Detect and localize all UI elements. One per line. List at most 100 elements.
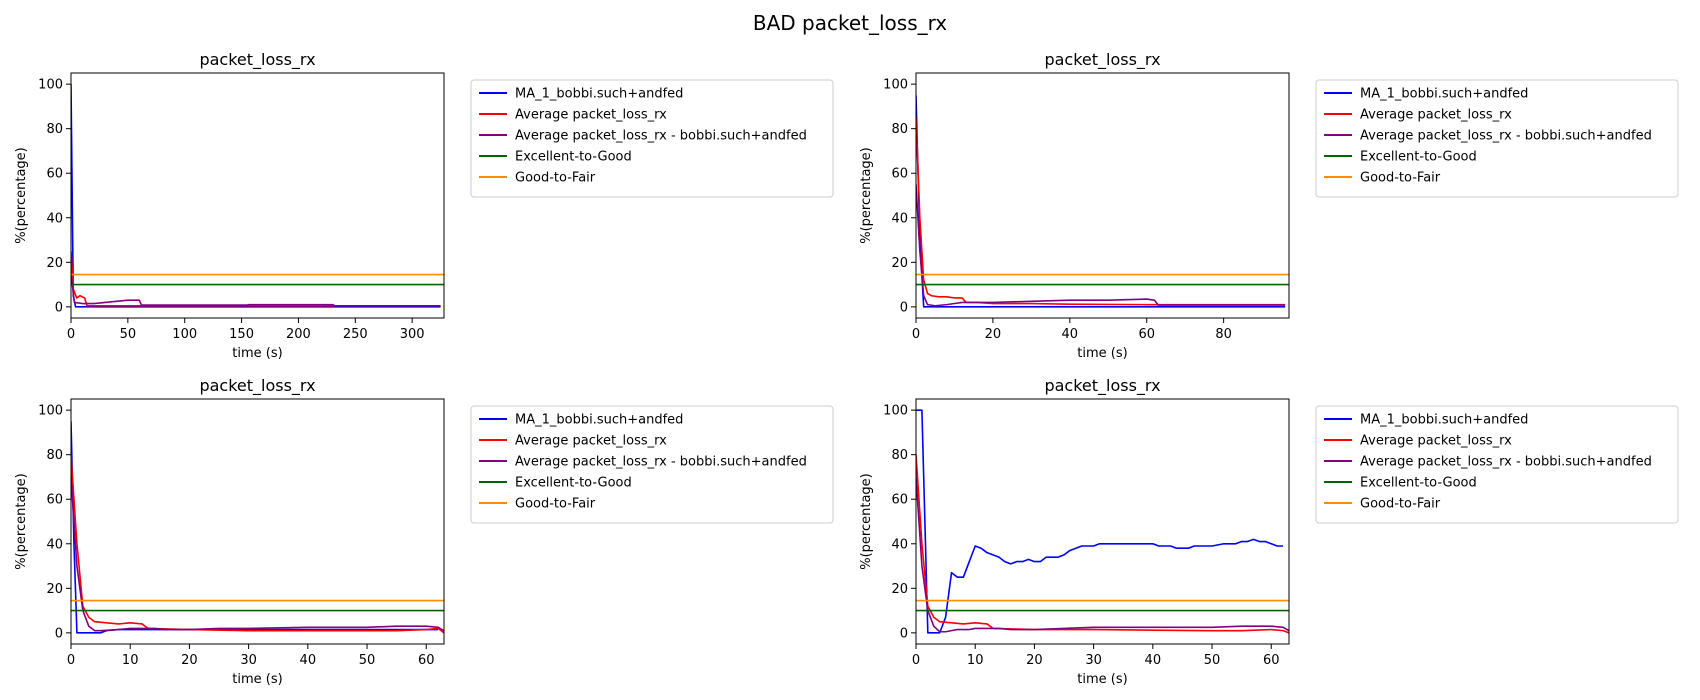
series-line-3 — [916, 184, 1286, 307]
legend-label: MA_1_bobbi.such+andfed — [515, 87, 683, 102]
x-tick-label: 100 — [172, 327, 197, 342]
series-line-1 — [71, 421, 439, 634]
x-tick-label: 60 — [1263, 653, 1280, 668]
y-axis-label: %(percentage) — [859, 473, 874, 570]
subplot-title: packet_loss_rx — [199, 376, 315, 396]
x-axis-label: time (s) — [1077, 672, 1127, 687]
y-tick-label: 80 — [46, 448, 63, 463]
y-tick-label: 20 — [46, 256, 63, 271]
legend-label: Excellent-to-Good — [1360, 476, 1477, 491]
subplot-1: 0 50 100 150 200 250 300 0 20 40 60 80 100 packet_los… — [14, 50, 834, 361]
legend-label: Average packet_loss_rx — [1360, 434, 1512, 449]
legend-label: Good-to-Fair — [1360, 497, 1441, 512]
y-tick-label: 60 — [46, 167, 63, 182]
y-axis-label: %(percentage) — [14, 147, 29, 244]
legend-label: Good-to-Fair — [1360, 171, 1441, 186]
legend-box — [470, 405, 834, 524]
x-tick-label: 40 — [1062, 327, 1079, 342]
series-line-3 — [916, 476, 1289, 633]
series-line-1 — [916, 409, 1284, 634]
y-tick-label: 0 — [55, 626, 63, 641]
plot-frame — [70, 72, 445, 319]
x-tick-label: 30 — [1085, 653, 1102, 668]
y-tick-label: 20 — [891, 582, 908, 597]
x-axis-label: time (s) — [1077, 346, 1127, 361]
legend-label: Excellent-to-Good — [1360, 150, 1477, 165]
x-tick-label: 30 — [240, 653, 257, 668]
series-group — [916, 409, 1289, 634]
y-tick-label: 80 — [891, 448, 908, 463]
x-tick-label: 40 — [1145, 653, 1162, 668]
y-tick-label: 80 — [46, 122, 63, 137]
y-tick-label: 60 — [891, 493, 908, 508]
x-tick-label: 0 — [67, 653, 75, 668]
legend: MA_1_bobbi.such+andfed Average packet_los… — [470, 405, 834, 524]
legend-label: Average packet_loss_rx — [515, 108, 667, 123]
y-tick-label: 40 — [891, 537, 908, 552]
y-tick-label: 0 — [55, 300, 63, 315]
x-tick-label: 50 — [1204, 653, 1221, 668]
y-tick-label: 60 — [891, 167, 908, 182]
legend-box — [1315, 79, 1679, 198]
y-tick-label: 80 — [891, 122, 908, 137]
x-axis-label: time (s) — [232, 346, 282, 361]
x-tick-label: 80 — [1215, 327, 1232, 342]
x-tick-label: 150 — [229, 327, 254, 342]
legend-label: MA_1_bobbi.such+andfed — [515, 413, 683, 428]
legend-label: Average packet_loss_rx - bobbi.such+andf… — [515, 129, 807, 144]
x-tick-label: 20 — [985, 327, 1002, 342]
x-tick-label: 0 — [67, 327, 75, 342]
y-tick-label: 20 — [891, 256, 908, 271]
plot-frame — [915, 398, 1290, 645]
legend-label: MA_1_bobbi.such+andfed — [1360, 87, 1528, 102]
subplot-title: packet_loss_rx — [199, 50, 315, 70]
x-tick-label: 20 — [1026, 653, 1043, 668]
y-axis-label: %(percentage) — [14, 473, 29, 570]
plot-frame — [915, 72, 1290, 319]
x-tick-label: 60 — [418, 653, 435, 668]
legend-label: Good-to-Fair — [515, 497, 596, 512]
x-tick-label: 20 — [181, 653, 198, 668]
legend: MA_1_bobbi.such+andfed Average packet_los… — [1315, 405, 1679, 524]
x-tick-label: 60 — [1138, 327, 1155, 342]
legend-box — [470, 79, 834, 198]
y-tick-label: 100 — [38, 78, 63, 93]
subplot-3: 0 10 20 30 40 50 60 0 20 40 60 80 100 packet_loss_rxt… — [14, 376, 834, 687]
x-tick-label: 10 — [122, 653, 139, 668]
series-group — [916, 95, 1289, 308]
y-tick-label: 100 — [883, 78, 908, 93]
x-tick-label: 50 — [120, 327, 137, 342]
x-tick-label: 300 — [400, 327, 425, 342]
legend-label: Average packet_loss_rx - bobbi.such+andf… — [1360, 455, 1652, 470]
legend-label: Excellent-to-Good — [515, 476, 632, 491]
subplot-title: packet_loss_rx — [1044, 50, 1160, 70]
x-tick-label: 40 — [300, 653, 317, 668]
legend: MA_1_bobbi.such+andfed Average packet_los… — [1315, 79, 1679, 198]
x-axis-label: time (s) — [232, 672, 282, 687]
y-tick-label: 20 — [46, 582, 63, 597]
legend: MA_1_bobbi.such+andfed Average packet_los… — [470, 79, 834, 198]
y-tick-label: 40 — [46, 537, 63, 552]
x-tick-label: 50 — [359, 653, 376, 668]
y-tick-label: 0 — [900, 300, 908, 315]
legend-label: Average packet_loss_rx — [1360, 108, 1512, 123]
y-tick-label: 100 — [883, 404, 908, 419]
series-line-3 — [71, 476, 444, 632]
subplot-2: 0 20 40 60 80 0 20 40 60 80 100 packet_loss_rxtime … — [859, 50, 1679, 361]
y-tick-label: 40 — [891, 211, 908, 226]
y-tick-label: 40 — [46, 211, 63, 226]
subplot-4: 0 10 20 30 40 50 60 0 20 40 60 80 100 packet_loss_rxt… — [859, 376, 1679, 687]
x-tick-label: 10 — [967, 653, 984, 668]
series-line-3 — [71, 273, 441, 307]
subplot-title: packet_loss_rx — [1044, 376, 1160, 396]
legend-box — [1315, 405, 1679, 524]
series-group — [71, 84, 444, 308]
x-tick-label: 200 — [286, 327, 311, 342]
y-axis-label: %(percentage) — [859, 147, 874, 244]
series-line-2 — [71, 251, 441, 307]
series-line-2 — [916, 117, 1286, 306]
y-tick-label: 0 — [900, 626, 908, 641]
series-group — [71, 421, 444, 634]
x-tick-label: 0 — [912, 653, 920, 668]
